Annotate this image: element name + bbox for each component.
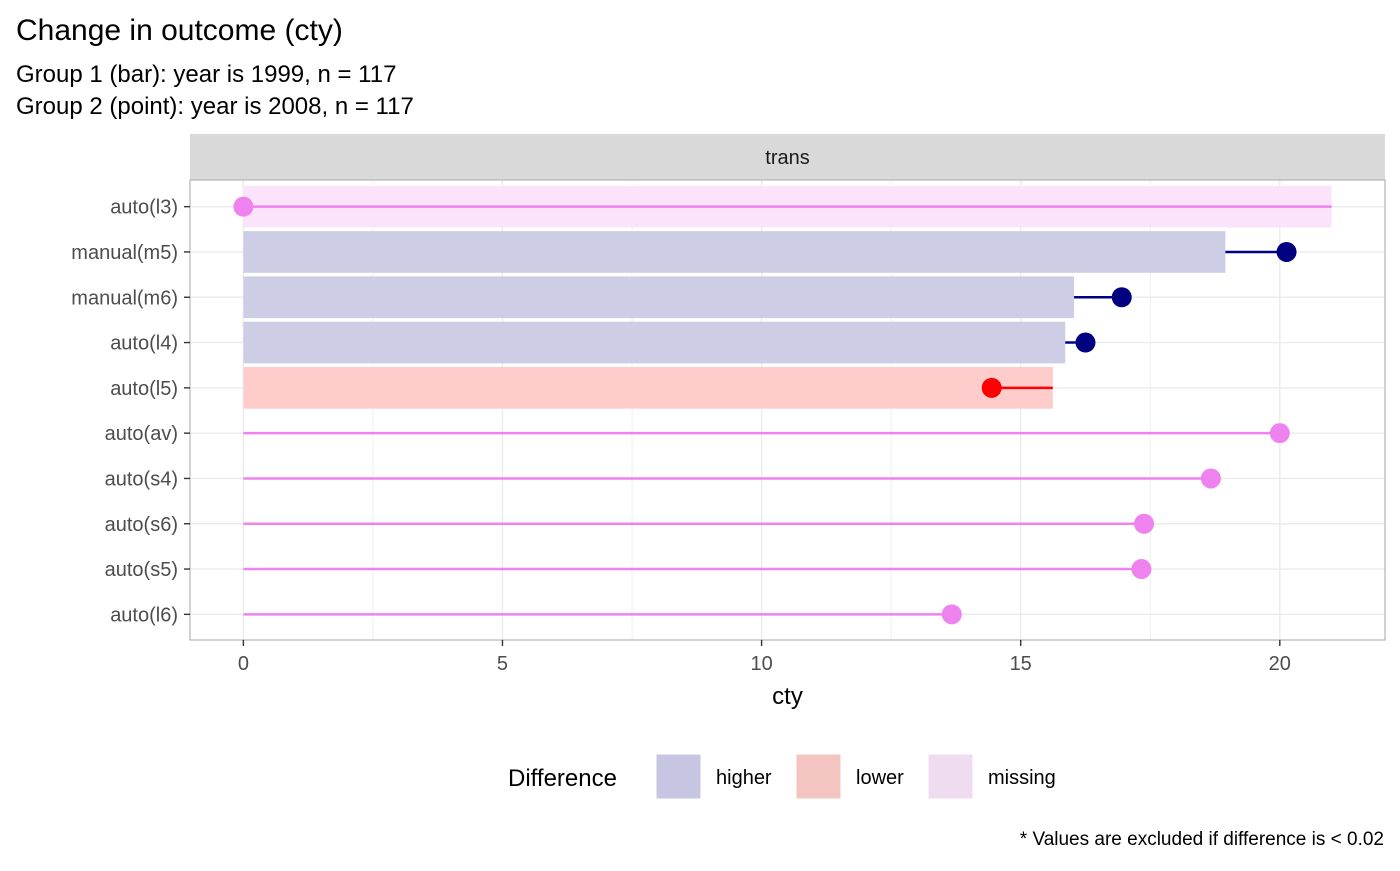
y-tick-label: auto(l5) xyxy=(110,378,178,400)
legend-label-higher: higher xyxy=(716,767,772,789)
point-manual(m5) xyxy=(1276,241,1297,262)
data-marks xyxy=(233,185,1332,625)
chart-subtitle-line-2: Group 2 (point): year is 2008, n = 117 xyxy=(16,93,414,120)
bar-auto(l4) xyxy=(243,321,1066,364)
panel-border xyxy=(189,179,1386,641)
y-tick-label: auto(s6) xyxy=(105,514,178,536)
point-auto(l3) xyxy=(233,196,254,217)
y-tick-label: auto(s5) xyxy=(105,559,178,581)
y-tick-label: manual(m6) xyxy=(71,287,178,309)
x-tick-label: 5 xyxy=(497,653,508,675)
point-auto(s5) xyxy=(1131,559,1152,580)
x-tick-label: 20 xyxy=(1269,653,1291,675)
legend-title: Difference xyxy=(508,765,617,792)
x-tick-label: 10 xyxy=(750,653,772,675)
axes: auto(l3) manual(m5) manual(m6) auto(l4) auto… xyxy=(71,197,1291,675)
point-auto(s6) xyxy=(1134,513,1155,534)
facet-strip xyxy=(190,134,1385,180)
bar-manual(m5) xyxy=(243,231,1226,273)
point-auto(s4) xyxy=(1200,468,1221,489)
legend-key-missing xyxy=(927,753,974,800)
legend-key-higher xyxy=(655,753,702,800)
bar-auto(l5) xyxy=(243,367,1053,409)
point-auto(l5) xyxy=(981,377,1002,398)
bar-manual(m6) xyxy=(243,276,1075,319)
y-tick-label: auto(l4) xyxy=(110,333,178,355)
y-tick-label: manual(m5) xyxy=(71,242,178,264)
legend-key-lower xyxy=(795,753,842,800)
y-tick-label: auto(l6) xyxy=(110,604,178,626)
point-auto(l4) xyxy=(1075,332,1096,353)
point-auto(l6) xyxy=(941,604,962,625)
x-tick-label: 0 xyxy=(238,653,249,675)
point-manual(m6) xyxy=(1111,287,1132,308)
x-tick-label: 15 xyxy=(1010,653,1032,675)
y-tick-label: auto(l3) xyxy=(110,197,178,219)
chart-caption: * Values are excluded if difference is <… xyxy=(1020,829,1384,850)
legend: Difference higher lower missing xyxy=(508,753,1056,800)
y-tick-label: auto(s4) xyxy=(105,468,178,490)
chart-subtitle-line-1: Group 1 (bar): year is 1999, n = 117 xyxy=(16,61,396,88)
y-tick-label: auto(av) xyxy=(105,423,178,445)
point-auto(av) xyxy=(1269,423,1290,444)
legend-label-lower: lower xyxy=(856,767,904,789)
facet-strip-label: trans xyxy=(765,147,809,169)
chart-title: Change in outcome (cty) xyxy=(16,14,343,47)
x-axis-title: cty xyxy=(772,683,803,710)
legend-label-missing: missing xyxy=(988,767,1056,789)
